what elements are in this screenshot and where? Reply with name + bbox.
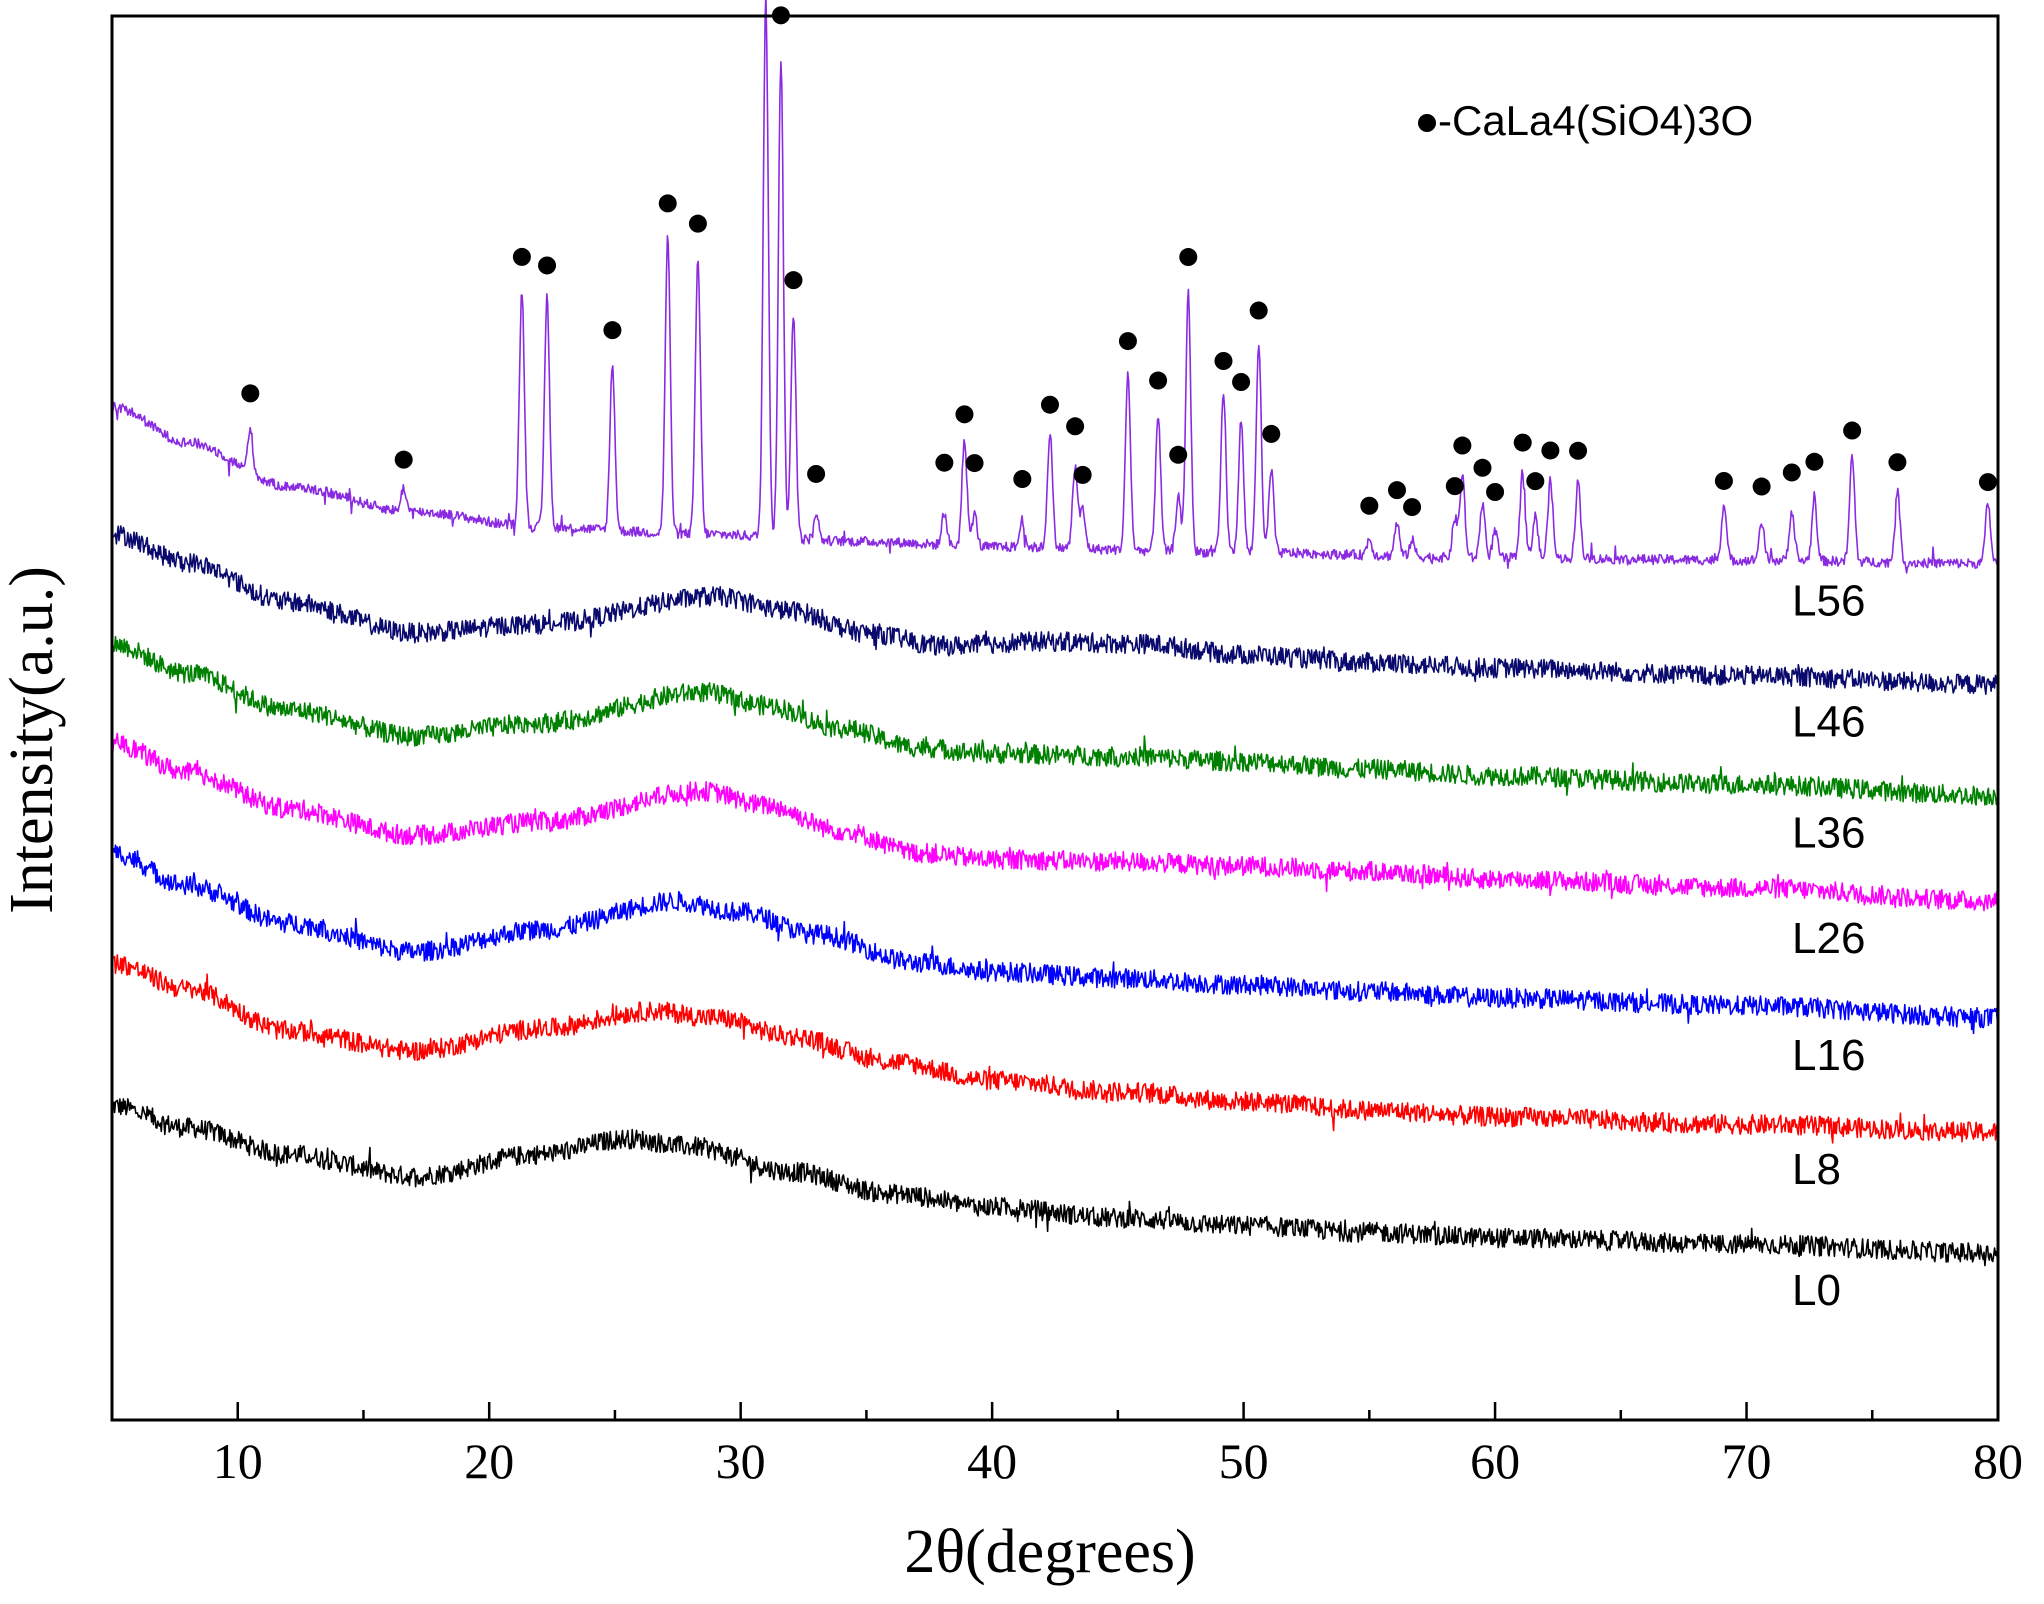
- peak-marker: [1013, 470, 1032, 489]
- peak-marker: [1169, 445, 1188, 464]
- peak-marker: [603, 321, 622, 340]
- series-label-L16: L16: [1792, 1031, 1865, 1080]
- peak-marker: [1978, 473, 1997, 492]
- series-L36: L36: [111, 635, 1998, 858]
- peak-marker: [1569, 441, 1588, 460]
- series-L56: L56: [111, 0, 1998, 626]
- series-line-L0: [111, 1098, 1998, 1267]
- peak-marker: [1066, 417, 1085, 436]
- peak-marker: [1752, 477, 1771, 496]
- peak-marker: [394, 450, 413, 469]
- plot-area: L0 L8 L16 L26 L36 L46 L56: [111, 0, 1998, 1315]
- series-label-L0: L0: [1792, 1266, 1841, 1315]
- peak-marker: [1782, 463, 1801, 482]
- series-line-L56: [111, 0, 1998, 574]
- peak-marker: [512, 247, 531, 266]
- peak-marker: [1526, 472, 1545, 491]
- series-label-L26: L26: [1792, 914, 1865, 963]
- x-tick-label: 20: [464, 1433, 514, 1489]
- peak-marker: [1073, 465, 1092, 484]
- x-tick-label: 80: [1973, 1433, 2023, 1489]
- y-axis-title: Intensity(a.u.): [0, 566, 66, 914]
- peak-marker: [1179, 248, 1198, 267]
- x-tick-label: 60: [1470, 1433, 1520, 1489]
- series-L16: L16: [111, 844, 1998, 1080]
- peak-marker: [538, 256, 557, 275]
- peak-marker: [1445, 477, 1464, 496]
- x-tick-label: 30: [716, 1433, 766, 1489]
- peak-marker: [1888, 453, 1907, 472]
- peak-marker: [784, 271, 803, 290]
- peak-marker: [1232, 372, 1251, 391]
- series-L26: L26: [111, 732, 1998, 963]
- peak-marker: [1149, 371, 1168, 390]
- peak-marker: [955, 405, 974, 424]
- x-axis-title: 2θ(degrees): [904, 1518, 1195, 1586]
- axes-frame: [110, 14, 2000, 1422]
- peak-marker: [935, 453, 954, 472]
- series-label-L36: L36: [1792, 809, 1865, 858]
- series-label-L46: L46: [1792, 698, 1865, 747]
- peak-marker: [807, 464, 826, 483]
- peak-marker: [1453, 436, 1472, 455]
- series-line-L16: [111, 844, 1998, 1035]
- series-L8: L8: [111, 954, 1998, 1194]
- series-L46: L46: [111, 525, 1998, 747]
- x-tick-label: 70: [1722, 1433, 1772, 1489]
- x-tick-label: 40: [967, 1433, 1017, 1489]
- peak-marker: [1040, 395, 1059, 414]
- peak-marker: [965, 454, 984, 473]
- axes: 10 20 30 40 50 60 70 80: [110, 14, 2023, 1489]
- legend-marker: [1418, 114, 1436, 132]
- series-label-L56: L56: [1792, 577, 1865, 626]
- series-label-L8: L8: [1792, 1145, 1841, 1194]
- legend: -CaLa4(SiO4)3O: [1418, 97, 1753, 144]
- series-line-L46: [111, 525, 1998, 695]
- peak-marker: [688, 214, 707, 233]
- series-line-L36: [111, 635, 1998, 806]
- peak-marker: [241, 384, 260, 403]
- peak-marker: [1714, 471, 1733, 490]
- peak-marker: [1387, 481, 1406, 500]
- peak-marker: [1541, 441, 1560, 460]
- series-line-L26: [111, 732, 1998, 912]
- peak-marker: [1403, 498, 1422, 517]
- peak-marker: [1118, 332, 1137, 351]
- peak-marker: [1513, 433, 1532, 452]
- peak-marker: [1843, 421, 1862, 440]
- peak-marker: [1486, 483, 1505, 501]
- peak-marker: [658, 194, 677, 213]
- peak-marker: [1473, 458, 1492, 477]
- peak-marker: [1249, 301, 1268, 320]
- series-L0: L0: [111, 1098, 1998, 1315]
- peak-marker: [1262, 424, 1281, 443]
- peak-marker: [1805, 452, 1824, 471]
- legend-label: -CaLa4(SiO4)3O: [1438, 97, 1753, 144]
- x-tick-label: 50: [1219, 1433, 1269, 1489]
- series-line-L8: [111, 954, 1998, 1144]
- peak-marker: [1360, 496, 1379, 515]
- x-tick-label: 10: [213, 1433, 263, 1489]
- peak-marker: [1214, 352, 1233, 371]
